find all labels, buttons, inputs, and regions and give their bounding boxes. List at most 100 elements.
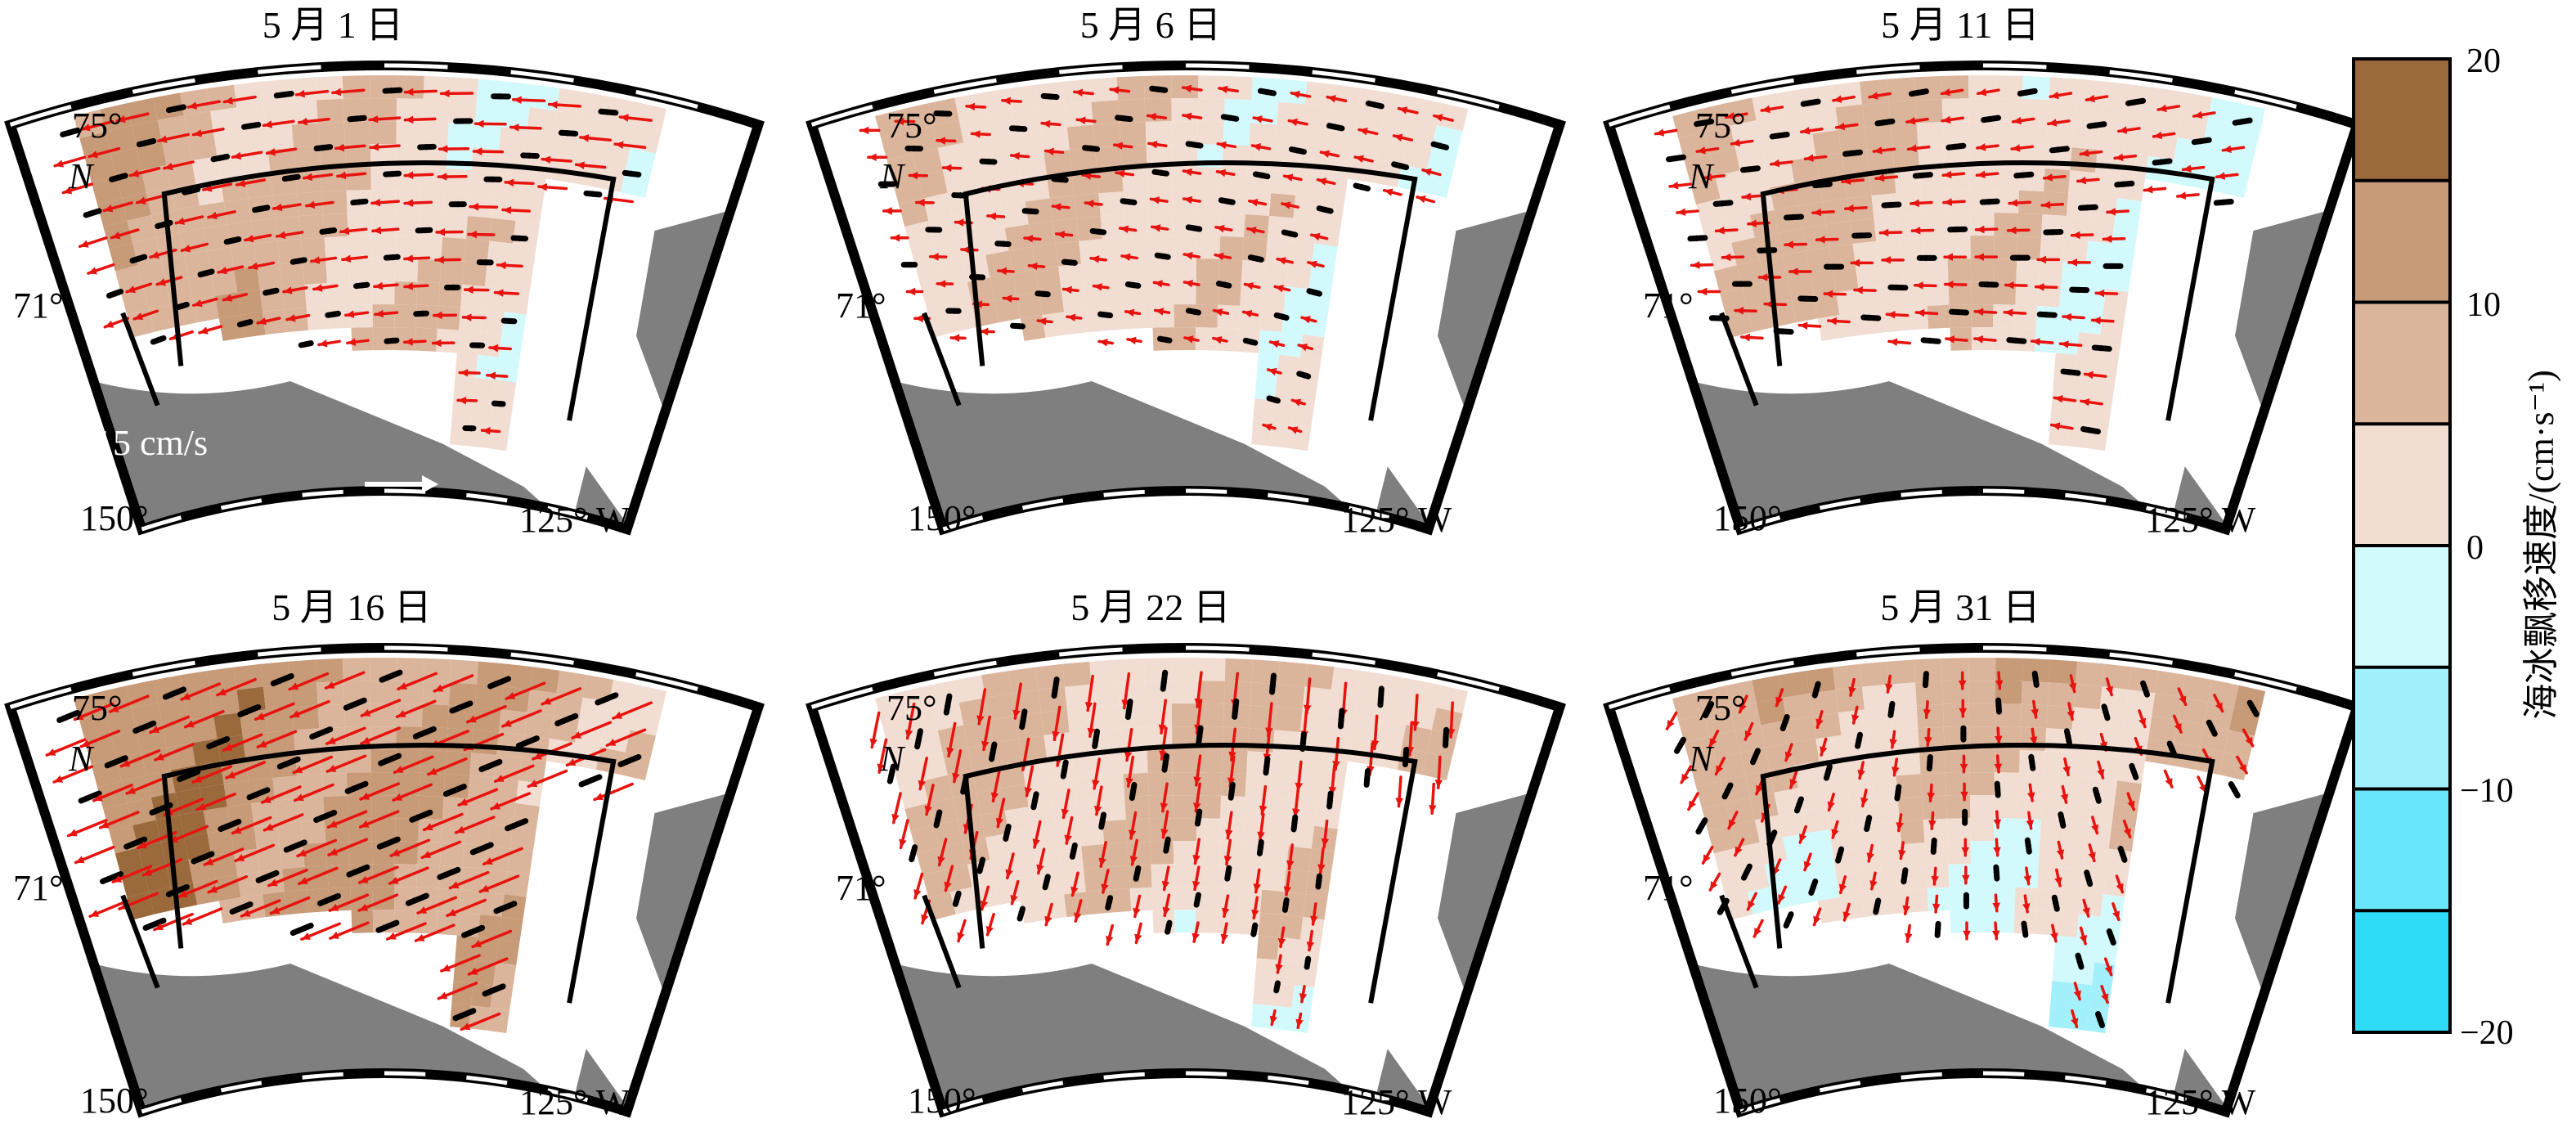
drift-arrowhead [2004,308,2013,317]
drift-arrowhead [464,285,473,294]
anomaly-cell [199,784,227,811]
anomaly-cell [1279,914,1304,940]
drift-arrowhead [378,924,386,931]
anomaly-cell [985,693,1016,721]
anomaly-cell [1074,193,1101,218]
drift-arrowhead [1911,89,1919,97]
anomaly-cell [295,169,322,194]
drift-arrowhead [439,871,447,878]
anomaly-cell [2040,819,2065,844]
mainland-east [574,466,629,526]
drift-arrowhead [1147,112,1157,121]
anomaly-cell [395,213,420,236]
anomaly-cell [1196,795,1222,819]
anomaly-cell [1066,124,1096,151]
anomaly-cell [315,658,343,683]
anomaly-cell [1100,214,1126,240]
drift-arrowhead [2116,883,2124,892]
anomaly-cell [1222,167,1248,192]
anomaly-cell [478,914,502,940]
anomaly-cell [207,84,237,111]
drift-arrowhead [1812,208,1822,217]
anomaly-cell [254,240,280,267]
drift-arrowhead [916,198,925,207]
anomaly-cell [263,309,287,335]
drift-arrowhead [1786,213,1793,221]
drift-arrowhead [1995,704,2002,712]
drift-arrowhead [152,807,160,813]
drift-arrowhead [2194,137,2201,145]
frame-graduation [466,492,508,503]
anomaly-cell [1091,682,1120,708]
drift-arrowhead [1284,173,1294,182]
anomaly-cell [1765,743,1795,771]
anomaly-cell [2199,142,2229,170]
anomaly-cell [994,295,1021,323]
drift-arrowhead [1125,710,1133,717]
drift-arrowhead [1434,114,1443,122]
drift-arrowhead [1128,336,1137,345]
lon-label-125w: 125° W [519,1082,631,1122]
drift-arrowhead [495,775,505,782]
anomaly-cell [1322,152,1352,179]
drift-arrowhead [408,897,416,904]
drift-arrowhead [2235,118,2242,125]
drift-arrowhead [1255,172,1263,179]
drift-arrowhead [293,258,300,264]
drift-arrowhead [1931,875,1939,884]
drift-arrowhead [1160,681,1168,690]
drift-arrowhead [1866,852,1874,862]
mainland-east [2173,466,2228,526]
drift-arrowhead [1703,173,1712,182]
drift-arrowhead [1716,765,1724,775]
anomaly-cell [234,81,263,108]
anomaly-cell [1887,77,1916,102]
anomaly-cell [2044,751,2071,776]
anomaly-cell [343,703,371,727]
drift-arrowhead [1845,150,1853,157]
drift-arrowhead [374,281,384,290]
drift-arrowhead [1321,150,1331,158]
drift-arrowhead [328,820,338,828]
anomaly-cell [1079,821,1105,847]
drift-arrowhead [404,282,413,290]
anomaly-cell [183,693,214,721]
anomaly-cell [1144,681,1172,704]
anomaly-cell [2066,775,2094,801]
frame-graduation [1982,645,2047,652]
anomaly-cell [1120,144,1147,169]
anomaly-cell [892,176,923,205]
anomaly-cell [1195,910,1218,933]
anomaly-cell [1897,797,1923,822]
drift-arrowhead [283,286,293,294]
anomaly-cell [582,92,614,120]
anomaly-cell [2181,674,2213,703]
lat-label-75: 75° [72,688,123,728]
drift-arrowhead [1932,903,1941,912]
drift-arrowhead [1981,281,1989,288]
drift-arrowhead [987,212,997,221]
drift-arrowhead [1275,285,1284,293]
anomaly-cell [474,101,504,128]
anomaly-cell [910,242,940,272]
anomaly-cell [85,154,117,183]
drift-arrowhead [891,813,900,823]
anomaly-cell [1196,190,1223,213]
frame-graduation [2234,89,2297,109]
anomaly-cell [2177,115,2208,142]
anomaly-cell [1242,819,1268,844]
drift-arrowhead [1828,317,1838,326]
anomaly-cell [1410,97,1442,126]
anomaly-cell [1709,730,1740,759]
anomaly-cell [395,167,421,191]
drift-arrowhead [1012,125,1019,133]
anomaly-cell [939,259,967,288]
anomaly-cell [1994,190,2020,213]
anomaly-cell [348,818,372,842]
drift-arrowhead [510,124,519,132]
anomaly-cell [114,265,144,294]
drift-arrowhead [935,818,941,825]
drift-arrowhead [507,823,515,829]
anomaly-cell [2128,84,2159,111]
drift-arrowhead [389,876,399,884]
